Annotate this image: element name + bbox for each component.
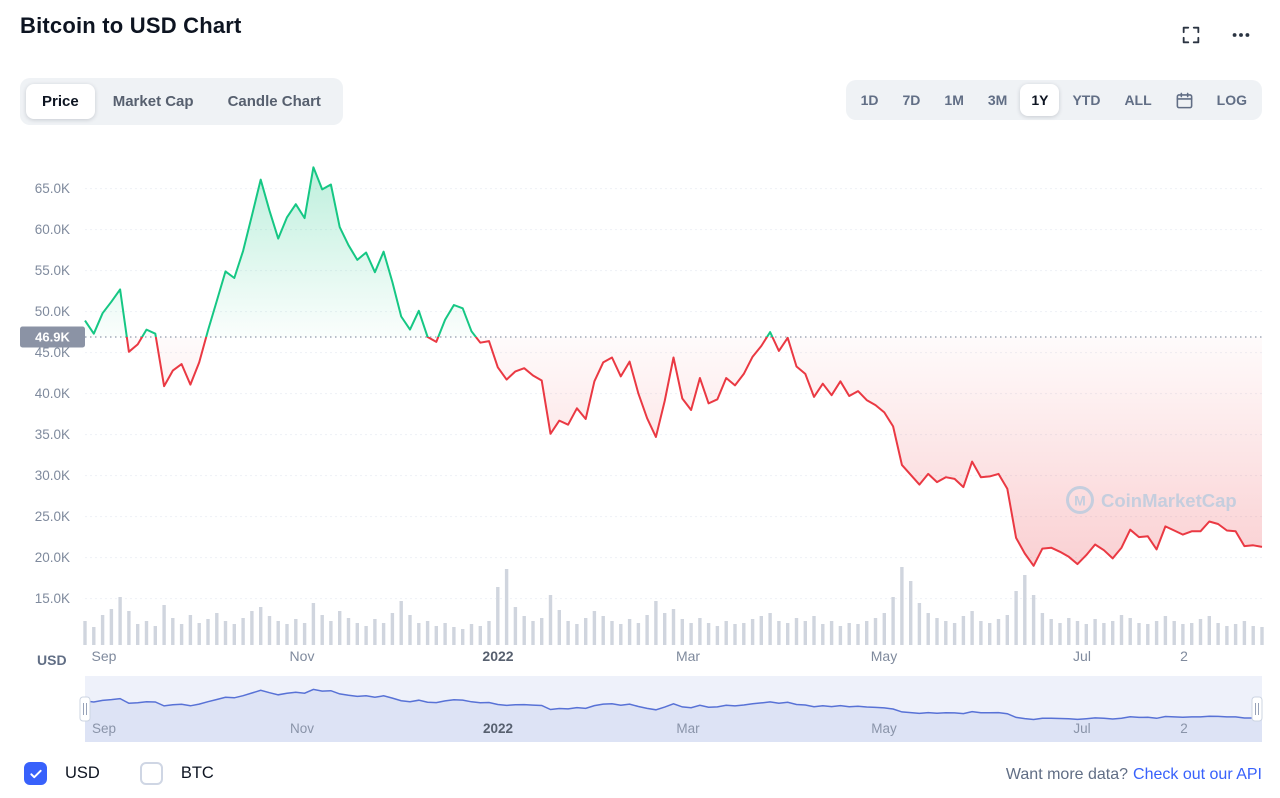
currency-legend: USD BTC (24, 762, 254, 785)
navigator-line (84, 688, 1263, 721)
svg-text:2: 2 (1180, 721, 1188, 736)
svg-text:2: 2 (1180, 648, 1188, 664)
fullscreen-icon[interactable] (1180, 24, 1202, 46)
svg-text:2022: 2022 (482, 648, 513, 664)
range-1m[interactable]: 1M (944, 92, 964, 108)
chart-navigator[interactable]: Sep Nov 2022 Mar May Jul 2 (0, 676, 1280, 742)
navigator-area (85, 689, 1262, 742)
svg-text:May: May (871, 721, 897, 736)
svg-text:May: May (871, 648, 897, 664)
chart-type-tabs: Price Market Cap Candle Chart (20, 78, 343, 125)
page-title: Bitcoin to USD Chart (20, 13, 242, 38)
range-ytd[interactable]: YTD (1072, 92, 1101, 108)
svg-text:Nov: Nov (290, 721, 314, 736)
range-3m[interactable]: 3M (987, 92, 1008, 108)
tab-market-cap[interactable]: Market Cap (112, 93, 194, 110)
usd-checkbox[interactable] (24, 762, 47, 785)
currency-toggle-usd: USD (24, 762, 100, 785)
usd-label: USD (65, 764, 100, 782)
api-promo: Want more data? Check out our API (1006, 766, 1262, 784)
svg-text:46.9K: 46.9K (35, 330, 70, 345)
range-7d[interactable]: 7D (902, 92, 921, 108)
tab-candle-chart[interactable]: Candle Chart (227, 93, 321, 110)
tab-price[interactable]: Price (26, 84, 95, 119)
svg-text:30.0K: 30.0K (35, 468, 70, 483)
range-all[interactable]: ALL (1124, 92, 1152, 108)
y-axis-labels: 65.0K 60.0K 55.0K 50.0K 45.0K 40.0K 35.0K 30.0K… (35, 181, 70, 606)
svg-text:40.0K: 40.0K (35, 386, 70, 401)
y-axis-unit: USD (37, 652, 67, 668)
svg-text:25.0K: 25.0K (35, 509, 70, 524)
btc-checkbox[interactable] (139, 762, 163, 785)
svg-text:Nov: Nov (290, 648, 315, 664)
header-actions (1180, 24, 1252, 46)
svg-text:Mar: Mar (676, 721, 700, 736)
svg-text:Sep: Sep (92, 648, 117, 664)
currency-toggle-btc: BTC (139, 762, 214, 785)
range-selector: 1D 7D 1M 3M 1Y YTD ALL LOG (845, 80, 1262, 120)
checkmark-icon (29, 769, 42, 778)
promo-text: Want more data? (1005, 766, 1129, 783)
price-chart[interactable]: M CoinMarketCap 65.0K 60.0K 55.0K 50.0K 45.0… (0, 132, 1280, 668)
svg-text:50.0K: 50.0K (35, 304, 70, 319)
log-scale-button[interactable]: LOG (1216, 92, 1247, 108)
svg-text:65.0K: 65.0K (35, 181, 70, 196)
svg-text:60.0K: 60.0K (35, 222, 70, 237)
price-area-below-baseline (85, 337, 1262, 566)
svg-text:20.0K: 20.0K (35, 550, 70, 565)
svg-text:15.0K: 15.0K (35, 591, 70, 606)
btc-label: BTC (180, 764, 214, 782)
range-1d[interactable]: 1D (860, 92, 879, 108)
range-1y[interactable]: 1Y (1020, 84, 1060, 116)
navigator-handle-right[interactable] (1251, 696, 1263, 722)
volume-bars (83, 567, 1264, 645)
svg-text:35.0K: 35.0K (35, 427, 70, 442)
svg-text:Sep: Sep (92, 721, 116, 736)
navigator-x-labels: Sep Nov 2022 Mar May Jul 2 (92, 721, 1188, 736)
navigator-handle-left[interactable] (79, 696, 91, 722)
svg-text:CoinMarketCap: CoinMarketCap (1101, 490, 1237, 511)
calendar-icon[interactable] (1165, 85, 1204, 116)
svg-text:Mar: Mar (676, 648, 700, 664)
svg-text:2022: 2022 (483, 721, 513, 736)
svg-text:Jul: Jul (1073, 648, 1091, 664)
svg-text:M: M (1074, 493, 1086, 509)
svg-text:45.0K: 45.0K (35, 345, 70, 360)
baseline-price-badge: 46.9K (20, 326, 85, 348)
svg-text:55.0K: 55.0K (35, 263, 70, 278)
api-link[interactable]: Check out our API (1133, 766, 1262, 783)
more-options-icon[interactable] (1230, 24, 1252, 46)
navigator-track[interactable] (85, 676, 1262, 742)
x-axis-labels: Sep Nov 2022 Mar May Jul 2 (92, 648, 1189, 664)
price-area-above-baseline (85, 167, 1262, 337)
coinmarketcap-watermark: M CoinMarketCap (1066, 486, 1237, 514)
svg-text:Jul: Jul (1073, 721, 1090, 736)
price-line-up (84, 166, 789, 337)
price-line-down (125, 337, 1263, 567)
